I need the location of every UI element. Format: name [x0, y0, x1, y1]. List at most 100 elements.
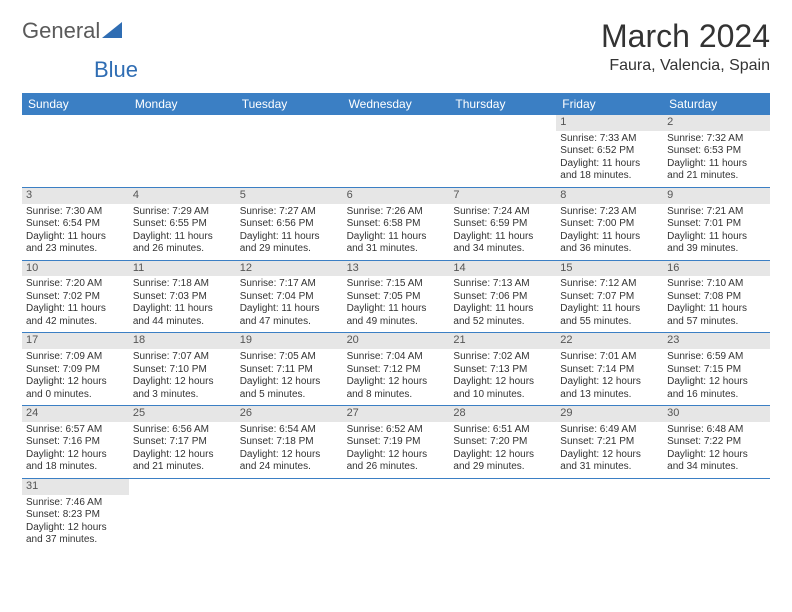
- calendar-cell: 15Sunrise: 7:12 AMSunset: 7:07 PMDayligh…: [556, 261, 663, 333]
- day-number: 26: [236, 406, 343, 422]
- day-number: 17: [22, 333, 129, 349]
- cell-line: Sunset: 7:07 PM: [560, 291, 659, 304]
- day-number: 31: [22, 479, 129, 495]
- cell-line: Daylight: 11 hours: [26, 303, 125, 316]
- cell-line: Daylight: 11 hours: [453, 231, 552, 244]
- cell-line: Sunrise: 7:07 AM: [133, 351, 232, 364]
- cell-line: Sunrise: 7:04 AM: [347, 351, 446, 364]
- cell-line: Daylight: 12 hours: [453, 376, 552, 389]
- cell-line: Daylight: 11 hours: [133, 231, 232, 244]
- cell-line: Daylight: 12 hours: [240, 449, 339, 462]
- cell-line: and 52 minutes.: [453, 316, 552, 329]
- day-number: 20: [343, 333, 450, 349]
- cell-line: Sunset: 7:22 PM: [667, 436, 766, 449]
- day-number: 3: [22, 188, 129, 204]
- cell-line: Sunrise: 7:26 AM: [347, 206, 446, 219]
- dow-sun: Sunday: [22, 93, 129, 115]
- cell-line: Sunset: 6:56 PM: [240, 218, 339, 231]
- day-number: 22: [556, 333, 663, 349]
- cell-line: Sunrise: 7:24 AM: [453, 206, 552, 219]
- cell-line: Sunset: 7:21 PM: [560, 436, 659, 449]
- day-header-row: Sunday Monday Tuesday Wednesday Thursday…: [22, 93, 770, 115]
- cell-line: Sunrise: 7:20 AM: [26, 278, 125, 291]
- cell-line: Daylight: 12 hours: [560, 376, 659, 389]
- day-number: 25: [129, 406, 236, 422]
- cell-line: Daylight: 12 hours: [133, 376, 232, 389]
- calendar-cell: 21Sunrise: 7:02 AMSunset: 7:13 PMDayligh…: [449, 333, 556, 405]
- week-row: 3Sunrise: 7:30 AMSunset: 6:54 PMDaylight…: [22, 188, 770, 261]
- cell-line: and 13 minutes.: [560, 389, 659, 402]
- calendar-cell: 25Sunrise: 6:56 AMSunset: 7:17 PMDayligh…: [129, 406, 236, 478]
- week-row: 24Sunrise: 6:57 AMSunset: 7:16 PMDayligh…: [22, 406, 770, 479]
- cell-line: Sunset: 7:08 PM: [667, 291, 766, 304]
- calendar-cell: [343, 479, 450, 551]
- cell-line: Sunrise: 7:46 AM: [26, 497, 125, 510]
- cell-line: Sunrise: 6:51 AM: [453, 424, 552, 437]
- cell-line: Sunset: 7:12 PM: [347, 364, 446, 377]
- calendar-cell: 20Sunrise: 7:04 AMSunset: 7:12 PMDayligh…: [343, 333, 450, 405]
- calendar-cell: 27Sunrise: 6:52 AMSunset: 7:19 PMDayligh…: [343, 406, 450, 478]
- cell-line: Sunrise: 6:56 AM: [133, 424, 232, 437]
- cell-line: and 42 minutes.: [26, 316, 125, 329]
- cell-line: Sunrise: 7:13 AM: [453, 278, 552, 291]
- cell-line: Sunrise: 7:30 AM: [26, 206, 125, 219]
- calendar-cell: [236, 115, 343, 187]
- calendar-cell: 14Sunrise: 7:13 AMSunset: 7:06 PMDayligh…: [449, 261, 556, 333]
- cell-line: Sunset: 7:13 PM: [453, 364, 552, 377]
- day-number: 8: [556, 188, 663, 204]
- day-number: 29: [556, 406, 663, 422]
- cell-line: Sunset: 7:04 PM: [240, 291, 339, 304]
- day-number: 16: [663, 261, 770, 277]
- week-row: 17 Sunrise: 7:09 AMSunset: 7:09 PM Dayligh…: [22, 333, 770, 406]
- day-number: 23: [663, 333, 770, 349]
- cell-line: and 16 minutes.: [667, 389, 766, 402]
- calendar-cell: 5Sunrise: 7:27 AMSunset: 6:56 PMDaylight…: [236, 188, 343, 260]
- cell-line: Sunrise: 7:10 AM: [667, 278, 766, 291]
- calendar-cell: 22Sunrise: 7:01 AMSunset: 7:14 PMDayligh…: [556, 333, 663, 405]
- day-number: 15: [556, 261, 663, 277]
- cell-line: Sunrise: 7:09 AM: [26, 351, 125, 364]
- calendar-cell: 2Sunrise: 7:32 AMSunset: 6:53 PMDaylight…: [663, 115, 770, 187]
- cell-line: Daylight: 11 hours: [240, 231, 339, 244]
- cell-line: and 37 minutes.: [26, 534, 125, 547]
- cell-line: Daylight: 11 hours: [240, 303, 339, 316]
- cell-line: Daylight: 12 hours: [26, 449, 125, 462]
- cell-line: and 34 minutes.: [453, 243, 552, 256]
- calendar-cell: 31Sunrise: 7:46 AMSunset: 8:23 PMDayligh…: [22, 479, 129, 551]
- day-number: 11: [129, 261, 236, 277]
- cell-line: and 21 minutes.: [133, 461, 232, 474]
- cell-line: and 24 minutes.: [240, 461, 339, 474]
- day-number: [22, 115, 129, 131]
- day-number: 14: [449, 261, 556, 277]
- day-number: 13: [343, 261, 450, 277]
- cell-line: and 31 minutes.: [347, 243, 446, 256]
- cell-line: Sunset: 7:09 PM: [26, 364, 125, 377]
- cell-line: Sunset: 7:16 PM: [26, 436, 125, 449]
- cell-line: Sunset: 7:05 PM: [347, 291, 446, 304]
- cell-line: Sunset: 7:06 PM: [453, 291, 552, 304]
- cell-line: Sunrise: 6:52 AM: [347, 424, 446, 437]
- calendar-cell: [663, 479, 770, 551]
- logo: General: [22, 18, 124, 44]
- cell-line: and 10 minutes.: [453, 389, 552, 402]
- cell-line: and 21 minutes.: [667, 170, 766, 183]
- cell-line: Sunrise: 7:01 AM: [560, 351, 659, 364]
- day-number: 10: [22, 261, 129, 277]
- cell-line: Sunrise: 7:29 AM: [133, 206, 232, 219]
- day-number: [236, 115, 343, 131]
- calendar-cell: 23Sunrise: 6:59 AMSunset: 7:15 PMDayligh…: [663, 333, 770, 405]
- weeks-container: 1Sunrise: 7:33 AMSunset: 6:52 PMDaylight…: [22, 115, 770, 551]
- day-number: 1: [556, 115, 663, 131]
- cell-line: Sunset: 7:18 PM: [240, 436, 339, 449]
- dow-thu: Thursday: [449, 93, 556, 115]
- cell-line: Daylight: 11 hours: [667, 303, 766, 316]
- cell-line: Sunrise: 7:23 AM: [560, 206, 659, 219]
- cell-line: Sunset: 7:17 PM: [133, 436, 232, 449]
- calendar-cell: 6Sunrise: 7:26 AMSunset: 6:58 PMDaylight…: [343, 188, 450, 260]
- cell-line: and 39 minutes.: [667, 243, 766, 256]
- calendar-cell: 29Sunrise: 6:49 AMSunset: 7:21 PMDayligh…: [556, 406, 663, 478]
- day-number: 4: [129, 188, 236, 204]
- day-number: [343, 479, 450, 495]
- calendar-cell: [129, 479, 236, 551]
- cell-line: Daylight: 12 hours: [667, 376, 766, 389]
